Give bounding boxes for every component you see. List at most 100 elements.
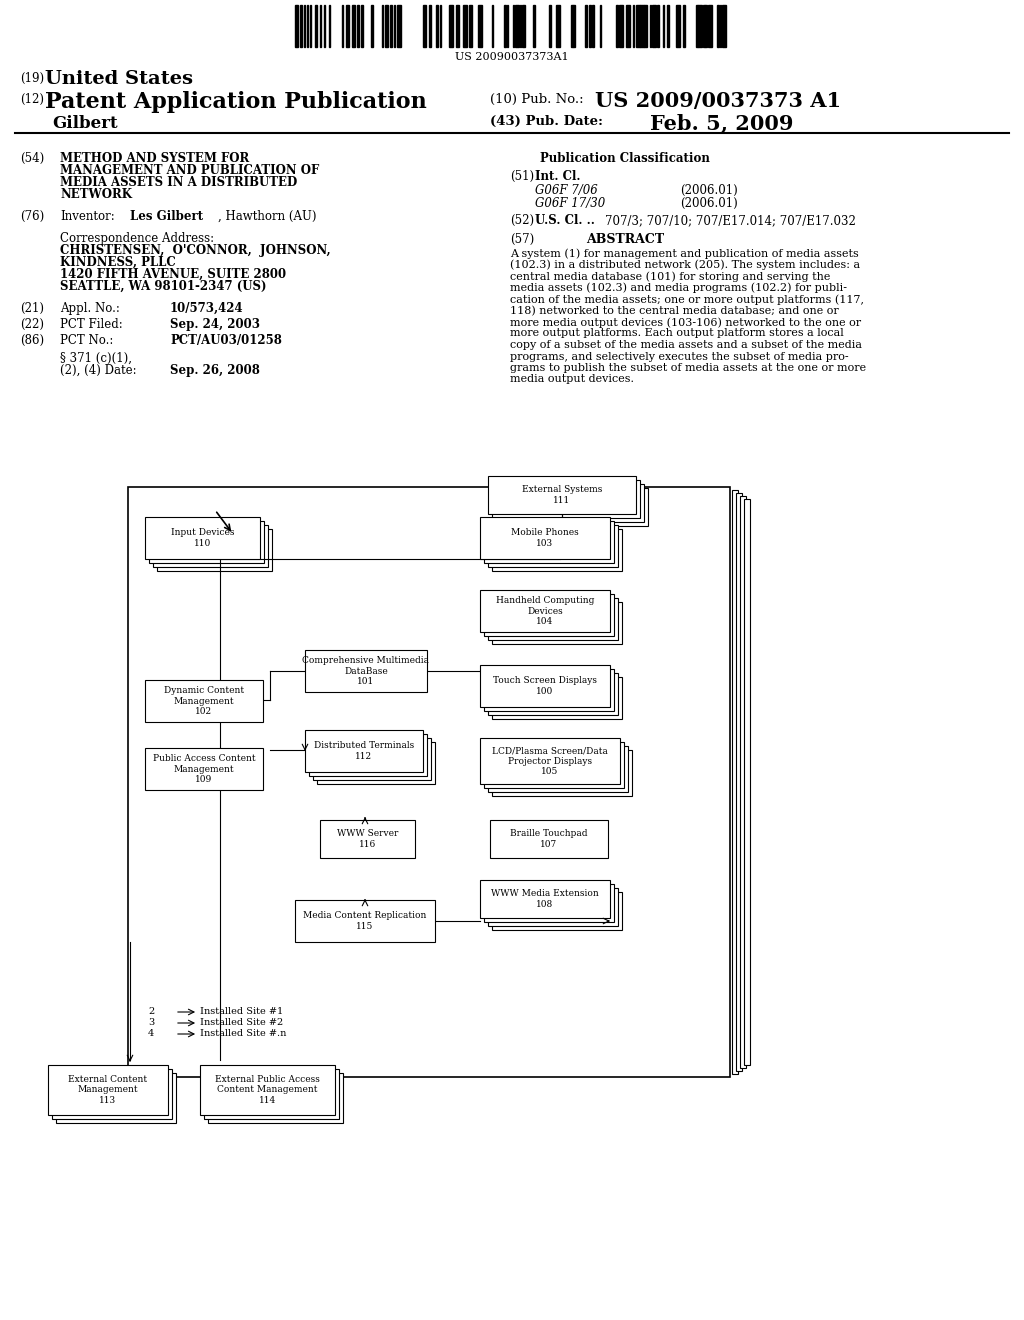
Bar <box>200 1065 335 1115</box>
Text: ABSTRACT: ABSTRACT <box>586 234 664 246</box>
Bar <box>696 5 698 48</box>
Bar <box>652 5 656 48</box>
Text: NETWORK: NETWORK <box>60 187 132 201</box>
Text: copy of a subset of the media assets and a subset of the media: copy of a subset of the media assets and… <box>510 341 862 350</box>
Text: Installed Site #1: Installed Site #1 <box>200 1007 284 1016</box>
Bar <box>626 5 630 48</box>
Bar <box>488 746 628 792</box>
Bar <box>492 602 622 644</box>
Text: (2006.01): (2006.01) <box>680 197 737 210</box>
Text: U.S. Cl. ..: U.S. Cl. .. <box>535 214 595 227</box>
Bar <box>488 888 618 927</box>
Bar <box>357 5 359 48</box>
Bar <box>736 492 742 1071</box>
Bar <box>128 487 730 1077</box>
Text: 118) networked to the central media database; and one or: 118) networked to the central media data… <box>510 305 839 315</box>
Bar <box>504 5 506 48</box>
Bar <box>585 5 587 48</box>
Text: 3: 3 <box>148 1018 155 1027</box>
Bar <box>153 525 268 568</box>
Text: Dynamic Content
Management
102: Dynamic Content Management 102 <box>164 686 244 715</box>
Text: Public Access Content
Management
109: Public Access Content Management 109 <box>153 754 255 784</box>
Text: media output devices.: media output devices. <box>510 375 634 384</box>
Bar <box>657 5 659 48</box>
Text: G06F 7/06: G06F 7/06 <box>535 183 598 197</box>
Bar <box>480 880 610 917</box>
Text: (51): (51) <box>510 170 535 183</box>
Text: US 2009/0037373 A1: US 2009/0037373 A1 <box>595 91 841 111</box>
Text: Distributed Terminals
112: Distributed Terminals 112 <box>314 742 414 760</box>
Text: WWW Server
116: WWW Server 116 <box>337 829 398 849</box>
Bar <box>492 677 622 719</box>
Bar <box>204 1069 339 1119</box>
Text: (43) Pub. Date:: (43) Pub. Date: <box>490 115 603 128</box>
Text: METHOD AND SYSTEM FOR: METHOD AND SYSTEM FOR <box>60 152 249 165</box>
Text: US 20090037373A1: US 20090037373A1 <box>456 51 568 62</box>
Bar <box>352 5 355 48</box>
Bar <box>683 5 685 48</box>
Text: (12): (12) <box>20 92 44 106</box>
Text: (57): (57) <box>510 234 535 246</box>
Bar <box>676 5 680 48</box>
Bar <box>492 892 622 931</box>
Bar <box>150 521 264 564</box>
Text: § 371 (c)(1),: § 371 (c)(1), <box>60 352 132 366</box>
Text: Mobile Phones
103: Mobile Phones 103 <box>511 528 579 548</box>
Text: (19): (19) <box>20 73 44 84</box>
Text: Input Devices
110: Input Devices 110 <box>171 528 234 548</box>
Bar <box>478 5 482 48</box>
Text: 2: 2 <box>148 1007 155 1016</box>
Bar <box>145 748 263 789</box>
Text: (86): (86) <box>20 334 44 347</box>
Bar <box>500 488 648 525</box>
Bar <box>145 680 263 722</box>
Bar <box>492 529 622 572</box>
Text: media assets (102.3) and media programs (102.2) for publi-: media assets (102.3) and media programs … <box>510 282 847 293</box>
Text: MEDIA ASSETS IN A DISTRIBUTED: MEDIA ASSETS IN A DISTRIBUTED <box>60 176 297 189</box>
Text: Sep. 24, 2003: Sep. 24, 2003 <box>170 318 260 331</box>
Bar <box>52 1069 172 1119</box>
Text: grams to publish the subset of media assets at the one or more: grams to publish the subset of media ass… <box>510 363 866 374</box>
Text: PCT/AU03/01258: PCT/AU03/01258 <box>170 334 282 347</box>
Text: CHRISTENSEN,  O'CONNOR,  JOHNSON,: CHRISTENSEN, O'CONNOR, JOHNSON, <box>60 244 331 257</box>
Bar <box>616 5 618 48</box>
Text: SEATTLE, WA 98101-2347 (US): SEATTLE, WA 98101-2347 (US) <box>60 280 266 293</box>
Text: Media Content Replication
115: Media Content Replication 115 <box>303 911 427 931</box>
Text: (21): (21) <box>20 302 44 315</box>
Bar <box>644 5 647 48</box>
Text: Sep. 26, 2008: Sep. 26, 2008 <box>170 364 260 378</box>
Text: 4: 4 <box>148 1030 155 1038</box>
Bar <box>571 5 573 48</box>
Text: KINDNESS, PLLC: KINDNESS, PLLC <box>60 256 176 269</box>
Bar <box>371 5 373 48</box>
Bar <box>636 5 640 48</box>
Text: Feb. 5, 2009: Feb. 5, 2009 <box>650 114 794 133</box>
Text: Handheld Computing
Devices
104: Handheld Computing Devices 104 <box>496 597 594 626</box>
Bar <box>295 900 435 942</box>
Text: (10) Pub. No.:: (10) Pub. No.: <box>490 92 584 106</box>
Bar <box>313 738 431 780</box>
Bar <box>667 5 669 48</box>
Bar <box>484 884 614 921</box>
Bar <box>618 5 623 48</box>
Bar <box>698 5 702 48</box>
Bar <box>592 5 594 48</box>
Text: Publication Classification: Publication Classification <box>540 152 710 165</box>
Bar <box>449 5 453 48</box>
Bar <box>385 5 388 48</box>
Bar <box>490 820 608 858</box>
Bar <box>208 1073 343 1123</box>
Text: (52): (52) <box>510 214 535 227</box>
Bar <box>573 5 575 48</box>
Text: Correspondence Address:: Correspondence Address: <box>60 232 214 246</box>
Bar <box>703 5 705 48</box>
Text: LCD/Plasma Screen/Data
Projector Displays
105: LCD/Plasma Screen/Data Projector Display… <box>493 746 608 776</box>
Bar <box>423 5 426 48</box>
Bar <box>56 1073 176 1123</box>
Bar <box>456 5 459 48</box>
Bar <box>496 484 644 521</box>
Bar <box>469 5 472 48</box>
Bar <box>589 5 591 48</box>
Bar <box>480 517 610 558</box>
Bar <box>305 730 423 772</box>
